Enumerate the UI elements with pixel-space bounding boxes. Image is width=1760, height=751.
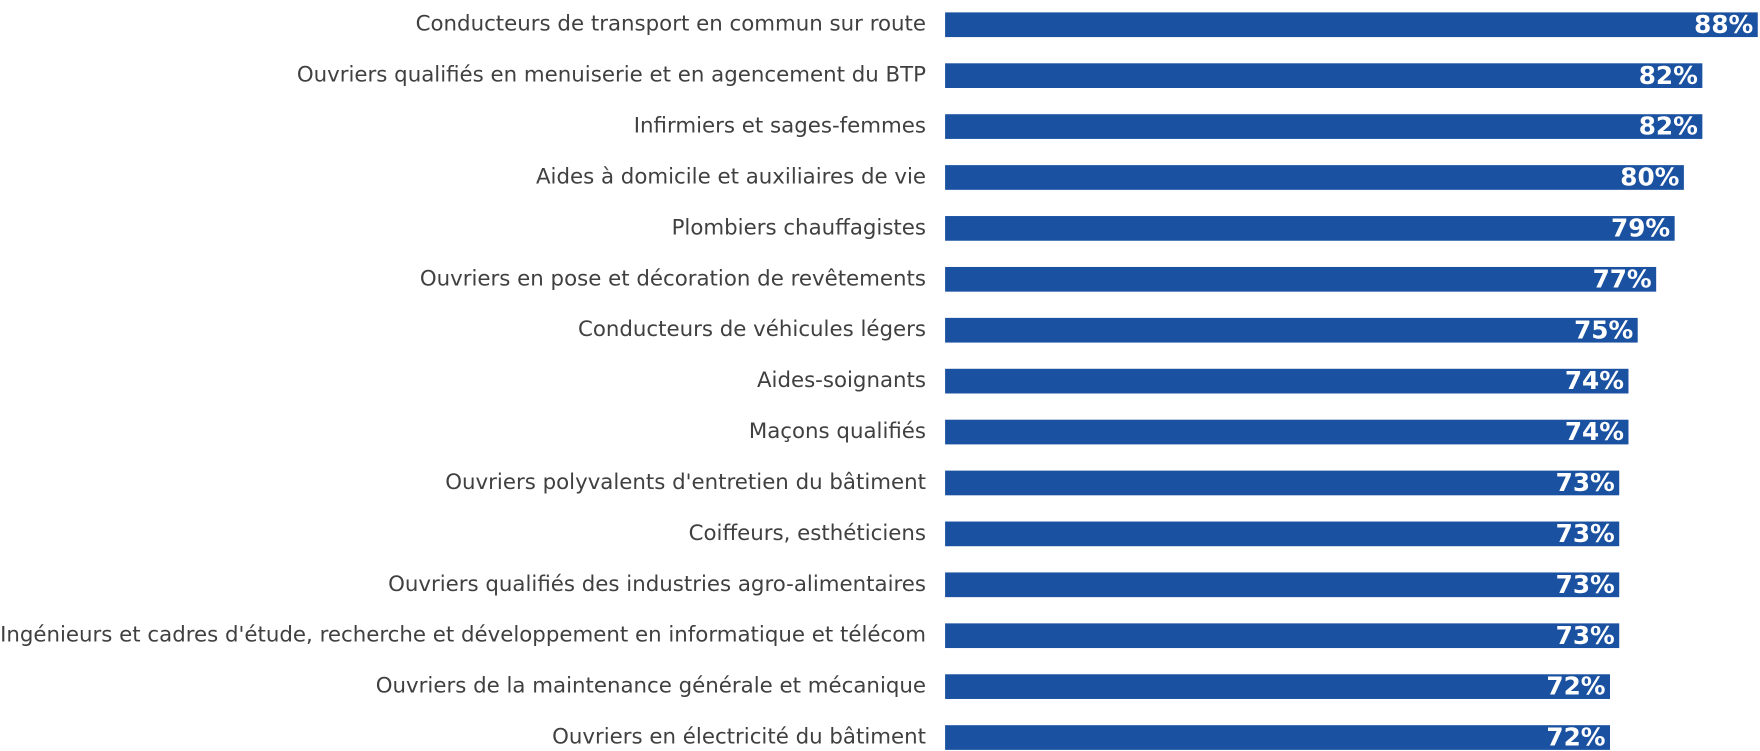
bar [945,674,1610,699]
category-label: Infirmiers et sages-femmes [634,114,926,139]
value-label: 79% [1611,214,1670,243]
category-label: Aides-soignants [757,368,926,393]
value-label: 73% [1556,468,1615,497]
value-label: 74% [1565,366,1624,395]
value-label: 75% [1574,315,1633,344]
category-label: Ouvriers polyvalents d'entretien du bâti… [445,470,926,495]
bar [945,266,1657,292]
value-label: 77% [1593,264,1652,293]
value-label: 80% [1620,163,1679,192]
bar [945,216,1675,241]
category-label: Aides à domicile et auxiliaires de vie [536,164,926,189]
category-label: Conducteurs de véhicules légers [578,317,926,342]
bar [945,623,1620,649]
value-label: 73% [1556,519,1615,548]
category-label: Ingénieurs et cadres d'étude, recherche … [0,623,926,648]
category-label: Ouvriers en pose et décoration de revête… [420,266,926,291]
bar [945,165,1684,190]
bar [945,368,1629,394]
category-label: Maçons qualifiés [749,419,926,444]
category-label: Coiffeurs, esthéticiens [689,521,926,546]
category-label: Ouvriers en électricité du bâtiment [552,725,926,750]
value-label: 74% [1565,417,1624,446]
bar [945,521,1620,547]
bar [945,12,1758,38]
bar [945,317,1638,343]
category-label: Ouvriers qualifiés des industries agro-a… [388,572,926,597]
category-label: Ouvriers de la maintenance générale et m… [376,674,926,699]
value-label: 88% [1694,10,1753,39]
value-label: 82% [1639,112,1698,141]
value-label: 73% [1556,570,1615,599]
bar [945,725,1610,750]
bar [945,114,1703,139]
category-label: Plombiers chauffagistes [672,215,926,240]
category-label: Conducteurs de transport en commun sur r… [416,12,926,37]
bar [945,419,1629,445]
bar [945,470,1620,496]
bar [945,63,1703,88]
value-label: 72% [1546,672,1605,701]
bar [945,572,1620,598]
value-label: 82% [1639,61,1698,90]
value-label: 72% [1546,723,1605,751]
category-label: Ouvriers qualifiés en menuiserie et en a… [297,63,926,88]
value-label: 73% [1556,621,1615,650]
